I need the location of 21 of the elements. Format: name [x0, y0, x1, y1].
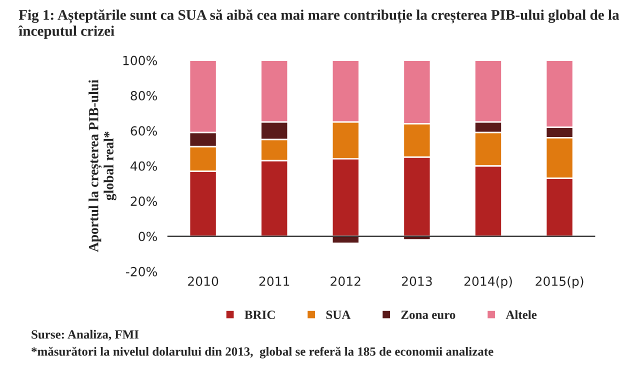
y-tick-label: 0%: [138, 232, 157, 242]
y-tick-label: 100%: [123, 56, 157, 66]
x-tick-label: 2015(p): [536, 276, 584, 288]
chart-title: Fig 1: Așteptările sunt ca SUA să aibă cea mai mare contribuție la creșterea PIB-ului global de la începutul crizei: [18, 9, 620, 39]
legend-label: BRIC: [244, 310, 275, 320]
x-tick-label: 2014(p): [464, 276, 512, 288]
x-tick-label: 2012: [330, 276, 360, 286]
y-tick-label: 80%: [130, 90, 157, 100]
x-tick-label: 2010: [188, 276, 218, 286]
y-tick-label: 60%: [130, 126, 157, 136]
x-tick-label: 2011: [259, 276, 290, 286]
y-axis-title: Aportul la creșterea PIB-ului global real*: [88, 80, 116, 252]
y-tick-label: 40%: [130, 161, 157, 171]
text: *măsurători la nivelul dolarului din 2013, global se referă la 185 de economii analizate: [32, 346, 494, 358]
y-tick-label: -20%: [126, 266, 157, 276]
legend-label: Zona euro: [401, 310, 456, 320]
legend-label: Altele: [506, 310, 537, 320]
text: Surse: Analiza, FMI: [32, 330, 139, 340]
legend-label: SUA: [326, 310, 351, 320]
x-tick-label: 2013: [402, 276, 432, 286]
y-tick-label: 20%: [130, 196, 157, 206]
